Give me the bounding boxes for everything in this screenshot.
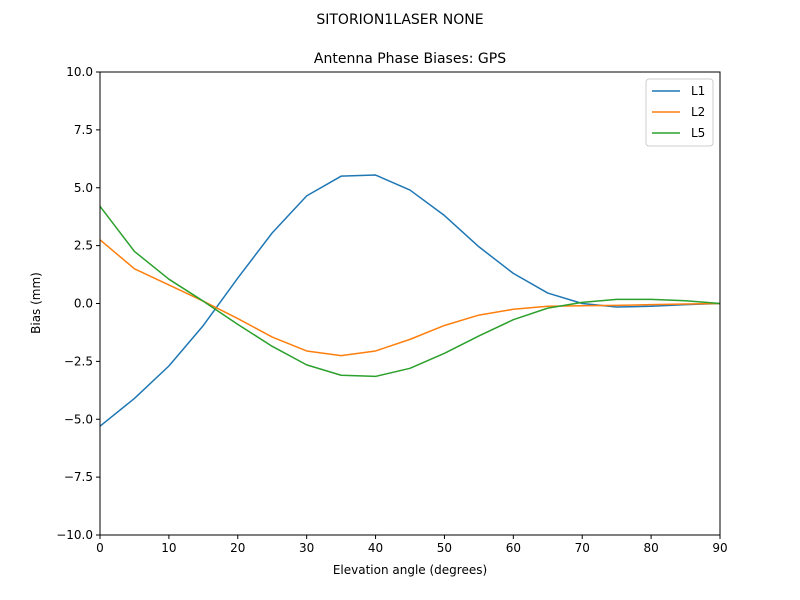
x-tick-label: 30: [299, 541, 314, 555]
x-tick-label: 20: [230, 541, 245, 555]
y-tick-label: −2.5: [64, 354, 93, 368]
x-tick-label: 0: [96, 541, 104, 555]
series-line-l1: [99, 174, 721, 427]
series-line-l5: [99, 205, 721, 378]
y-tick-label: 5.0: [74, 181, 93, 195]
x-tick-label: 50: [437, 541, 452, 555]
x-tick-label: 40: [368, 541, 383, 555]
figure-suptitle: SITORION1LASER NONE: [316, 12, 483, 28]
legend: L1 L2 L5: [645, 78, 714, 147]
y-axis-label: Bias (mm): [29, 272, 43, 334]
x-tick-label: 80: [643, 541, 658, 555]
y-tick-label: 2.5: [74, 239, 93, 253]
y-tick-label: −10.0: [56, 528, 93, 542]
y-tick-label: −7.5: [64, 470, 93, 484]
x-tick-label: 70: [575, 541, 590, 555]
legend-label-l5: L5: [691, 126, 705, 140]
y-tick-label: −5.0: [64, 412, 93, 426]
y-tick-label: 7.5: [74, 123, 93, 137]
chart-title: Antenna Phase Biases: GPS: [314, 51, 506, 67]
y-tick-label: 0.0: [74, 297, 93, 311]
legend-label-l2: L2: [691, 105, 705, 119]
x-tick-label: 90: [712, 541, 727, 555]
axis-ticks: 0 10 20 30 40 50 60 70 80 90 −10.0 −7.5 −5.0 −2.5 0.0 2…: [56, 65, 727, 555]
y-tick-label: 10.0: [66, 65, 93, 79]
series-lines: [99, 174, 721, 427]
x-tick-label: 60: [506, 541, 521, 555]
plot-frame: [99, 71, 721, 536]
x-tick-label: 10: [161, 541, 176, 555]
legend-label-l1: L1: [691, 84, 705, 98]
x-axis-label: Elevation angle (degrees): [333, 563, 487, 577]
